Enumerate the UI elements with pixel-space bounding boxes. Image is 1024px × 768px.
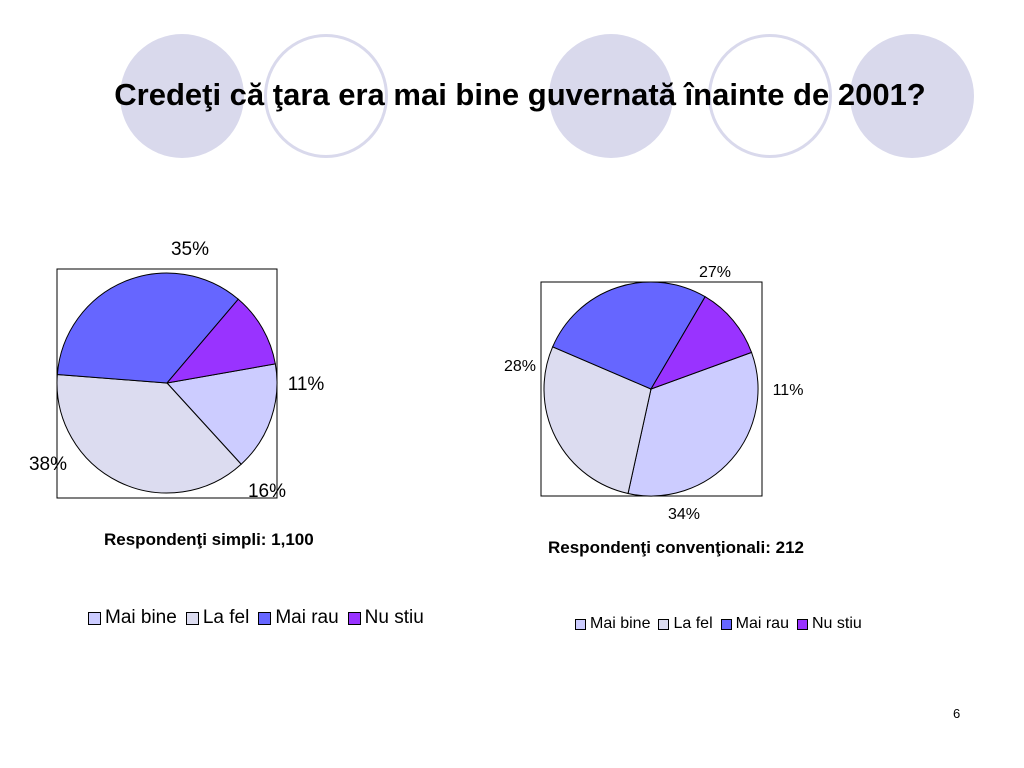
data-label-la-fel: 38% (29, 454, 67, 475)
decor-circle-4 (708, 34, 832, 158)
legend-item-nu-stiu: Nu stiu (347, 607, 424, 629)
legend-swatch (88, 611, 101, 625)
legend-label: La fel (673, 615, 713, 632)
data-label-la-fel: 28% (504, 358, 536, 375)
legend-swatch (185, 611, 199, 625)
pie-slice-mai-rau (56, 272, 239, 384)
legend-simple: Mai bine La fel Mai rau Nu stiu (88, 607, 433, 629)
slide-title: Credeţi că ţara era mai bine guvernată î… (114, 77, 926, 112)
data-label-mai-bine: 16% (248, 481, 286, 502)
legend-swatch (347, 611, 361, 625)
legend-label: La fel (202, 607, 250, 628)
legend-label: Mai bine (590, 615, 651, 632)
legend-item-la-fel: La fel (658, 615, 713, 633)
legend-label: Mai rau (275, 607, 339, 628)
legend-label: Mai bine (105, 607, 177, 628)
legend-label: Mai rau (735, 615, 789, 632)
pie-slice-mai-rau (551, 281, 706, 390)
pie-slice-mai-bine (166, 363, 278, 465)
legend-item-mai-bine: Mai bine (575, 615, 650, 633)
decor-circle-1 (120, 34, 244, 158)
pie-slice-la-fel (543, 346, 652, 495)
legend-swatch (720, 618, 732, 630)
legend-item-mai-bine: Mai bine (88, 607, 177, 629)
legend-item-nu-stiu: Nu stiu (796, 615, 862, 633)
decor-circle-3 (549, 34, 673, 158)
legend-item-la-fel: La fel (185, 607, 250, 629)
pie-slice-nu-stiu (649, 296, 753, 390)
data-label-mai-rau: 27% (699, 264, 731, 281)
legend-swatch (575, 618, 586, 630)
data-label-mai-bine: 34% (668, 506, 700, 523)
legend-item-mai-rau: Mai rau (258, 607, 339, 629)
legend-swatch (258, 611, 272, 625)
data-label-nu-stiu: 11% (773, 382, 804, 399)
caption-simple: Respondenţi simpli: 1,100 (104, 530, 314, 549)
data-label-nu-stiu: 11% (288, 374, 325, 395)
legend-item-mai-rau: Mai rau (720, 615, 789, 633)
decor-circle-2 (264, 34, 388, 158)
legend-swatch (796, 618, 808, 630)
page-number: 6 (953, 706, 961, 721)
decor-circle-5 (850, 34, 974, 158)
legend-label: Nu stiu (811, 615, 862, 632)
pie-slice-mai-bine (627, 351, 759, 497)
data-label-mai-rau: 35% (171, 239, 209, 260)
legend-conventional: Mai bine La fel Mai rau Nu stiu (575, 615, 870, 633)
legend-label: Nu stiu (364, 607, 424, 628)
caption-conventional: Respondenţi convenţionali: 212 (548, 538, 804, 557)
pie-slice-nu-stiu (165, 298, 276, 384)
pie-slice-la-fel (56, 374, 242, 494)
legend-swatch (658, 618, 670, 630)
